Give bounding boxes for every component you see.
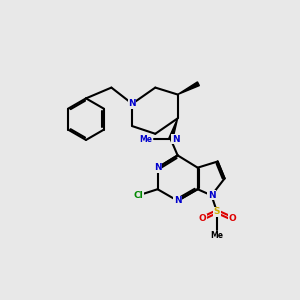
Text: N: N xyxy=(154,163,161,172)
Text: N: N xyxy=(174,196,182,205)
Text: S: S xyxy=(214,207,220,216)
Text: N: N xyxy=(172,135,179,144)
Text: Me: Me xyxy=(140,135,153,144)
Polygon shape xyxy=(178,82,200,94)
Text: O: O xyxy=(198,214,206,223)
Polygon shape xyxy=(169,118,178,140)
Text: O: O xyxy=(228,214,236,223)
Text: N: N xyxy=(128,99,136,108)
Text: Me: Me xyxy=(210,231,224,240)
Text: Cl: Cl xyxy=(134,191,143,200)
Text: N: N xyxy=(208,191,215,200)
